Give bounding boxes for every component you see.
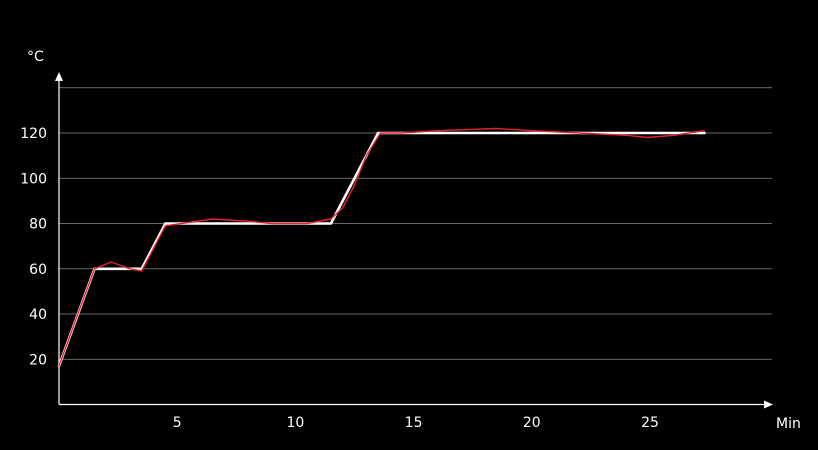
y-tick-label: 80 <box>29 217 47 233</box>
y-tick-label: 20 <box>29 352 47 368</box>
x-tick-label: 20 <box>523 415 541 431</box>
x-tick-label: 15 <box>405 415 423 431</box>
tick-labels: 20 40 60 80 100 120 5 10 15 20 25 <box>20 126 659 431</box>
y-tick-label: 100 <box>20 171 47 187</box>
y-axis-arrow-icon <box>55 72 63 81</box>
y-tick-label: 40 <box>29 307 47 323</box>
series-line-red <box>58 127 706 367</box>
x-axis-arrow-icon <box>764 400 773 409</box>
y-tick-label: 60 <box>29 262 47 278</box>
x-tick-label: 25 <box>641 415 659 431</box>
y-tick-label: 120 <box>20 126 47 142</box>
x-axis-label: Min <box>776 416 801 432</box>
y-axis-label: °C <box>27 49 44 65</box>
x-tick-label: 10 <box>286 415 304 431</box>
series-lines <box>57 127 706 368</box>
axes <box>55 72 773 409</box>
x-tick-label: 5 <box>173 415 182 431</box>
series-line-white <box>57 131 706 368</box>
